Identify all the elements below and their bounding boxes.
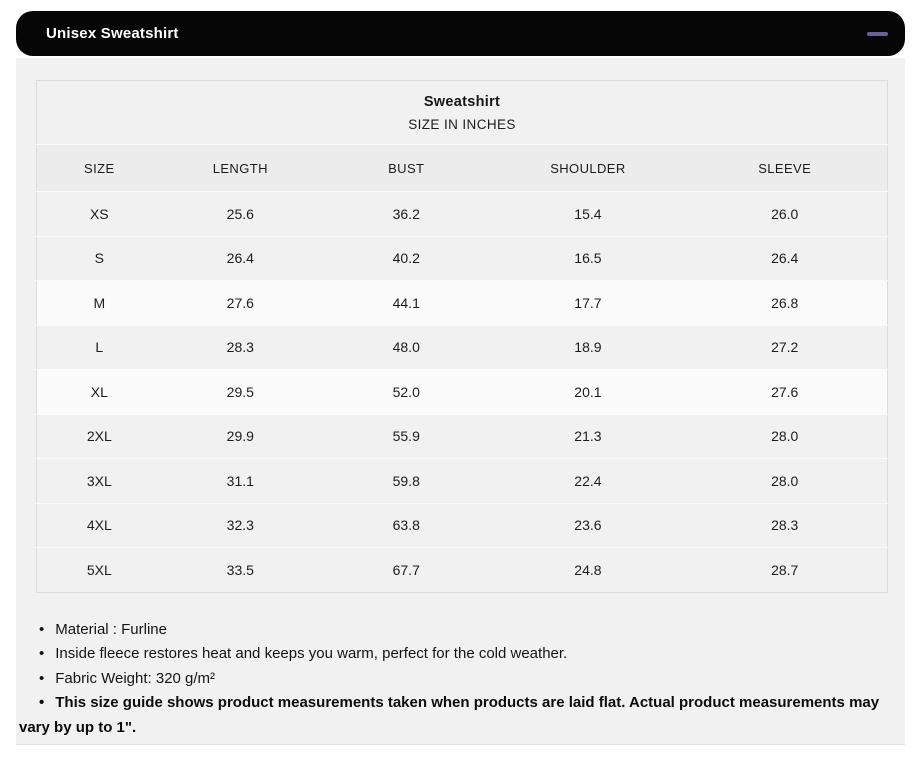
cell-length: 26.4 (161, 235, 320, 281)
cell-bust: 44.1 (319, 280, 494, 325)
size-row-xl: XL 29.5 52.0 20.1 27.6 (36, 369, 888, 414)
cell-size: XL (36, 369, 162, 414)
size-chart-table-wrap: Sweatshirt SIZE IN INCHES SIZE LENGTH BUST… (16, 58, 905, 593)
cell-size: M (36, 280, 162, 325)
size-row-xs: XS 25.6 36.2 15.4 26.0 (36, 191, 888, 236)
table-title-row: Sweatshirt SIZE IN INCHES (37, 81, 888, 145)
size-row-m: M 27.6 44.1 17.7 26.8 (36, 280, 888, 325)
cell-bust: 52.0 (319, 369, 494, 414)
cell-sleeve: 28.7 (682, 547, 888, 592)
cell-size: 5XL (36, 547, 162, 592)
size-row-5xl: 5XL 33.5 67.7 24.8 28.7 (36, 547, 888, 592)
note-text: This size guide shows product measuremen… (19, 694, 880, 736)
cell-size: S (36, 235, 162, 281)
cell-sleeve: 27.2 (682, 324, 888, 370)
product-notes: • Material : Furline • Inside fleece restor… (19, 618, 888, 741)
cell-shoulder: 24.8 (493, 547, 683, 592)
bullet-icon: • (39, 694, 45, 711)
size-row-3xl: 3XL 31.1 59.8 22.4 28.0 (36, 458, 888, 503)
cell-sleeve: 28.0 (682, 458, 888, 503)
cell-shoulder: 22.4 (493, 458, 683, 503)
cell-length: 32.3 (161, 502, 320, 548)
cell-sleeve: 27.6 (682, 369, 888, 414)
cell-length: 33.5 (161, 547, 320, 592)
cell-sleeve: 26.8 (682, 280, 888, 325)
cell-length: 29.9 (161, 413, 320, 459)
cell-bust: 55.9 (319, 413, 494, 459)
size-row-l: L 28.3 48.0 18.9 27.2 (36, 324, 888, 370)
cell-shoulder: 15.4 (493, 191, 683, 236)
cell-size: L (36, 324, 162, 370)
cell-shoulder: 21.3 (493, 413, 683, 459)
cell-length: 25.6 (161, 191, 320, 236)
cell-sleeve: 28.0 (682, 413, 888, 459)
note-text: Fabric Weight: 320 g/m² (55, 669, 216, 687)
note-item: • This size guide shows product measureme… (19, 691, 888, 740)
column-header-size: SIZE (36, 144, 162, 192)
cell-size: 4XL (36, 502, 162, 548)
note-item: • Material : Furline (19, 618, 888, 643)
bullet-icon: • (39, 645, 45, 662)
cell-size: XS (36, 191, 162, 236)
accordion-header[interactable]: Unisex Sweatshirt (16, 11, 905, 56)
cell-sleeve: 26.0 (682, 191, 888, 236)
note-text: Material : Furline (55, 620, 167, 638)
note-item: • Inside fleece restores heat and keeps y… (19, 642, 888, 667)
size-chart-table: Sweatshirt SIZE IN INCHES SIZE LENGTH BUST… (36, 80, 888, 593)
cell-length: 31.1 (161, 458, 320, 503)
cell-size: 2XL (36, 413, 162, 459)
cell-length: 28.3 (161, 324, 320, 370)
note-item: • Fabric Weight: 320 g/m² (19, 667, 888, 692)
cell-shoulder: 18.9 (493, 324, 683, 370)
cell-bust: 59.8 (319, 458, 494, 503)
cell-length: 27.6 (161, 280, 320, 325)
cell-sleeve: 26.4 (682, 235, 888, 281)
column-header-sleeve: SLEEVE (682, 144, 888, 192)
bullet-icon: • (39, 669, 45, 687)
table-title: Sweatshirt (423, 94, 501, 110)
table-subtitle: SIZE IN INCHES (408, 117, 516, 132)
cell-shoulder: 17.7 (493, 280, 683, 325)
cell-bust: 67.7 (319, 547, 494, 592)
column-header-shoulder: SHOULDER (493, 144, 683, 192)
collapse-button[interactable] (867, 27, 889, 41)
bullet-icon: • (39, 620, 45, 638)
cell-bust: 48.0 (319, 324, 494, 370)
column-header-bust: BUST (319, 144, 494, 192)
cell-bust: 40.2 (319, 235, 494, 281)
size-row-2xl: 2XL 29.9 55.9 21.3 28.0 (36, 413, 888, 459)
size-row-s: S 26.4 40.2 16.5 26.4 (36, 235, 888, 281)
accordion-title: Unisex Sweatshirt (46, 25, 179, 42)
cell-bust: 36.2 (319, 191, 494, 236)
cell-shoulder: 20.1 (493, 369, 683, 414)
minus-icon (867, 31, 888, 36)
cell-length: 29.5 (161, 369, 320, 414)
cell-shoulder: 23.6 (493, 502, 683, 548)
column-header-length: LENGTH (161, 144, 320, 192)
size-chart-panel: Sweatshirt SIZE IN INCHES SIZE LENGTH BUST… (16, 58, 905, 745)
cell-size: 3XL (36, 458, 162, 503)
cell-sleeve: 28.3 (682, 502, 888, 548)
table-header-row: SIZE LENGTH BUST SHOULDER SLEEVE (36, 144, 888, 192)
cell-shoulder: 16.5 (493, 235, 683, 281)
cell-bust: 63.8 (319, 502, 494, 548)
size-row-4xl: 4XL 32.3 63.8 23.6 28.3 (36, 502, 888, 548)
note-text: Inside fleece restores heat and keeps yo… (55, 645, 568, 662)
